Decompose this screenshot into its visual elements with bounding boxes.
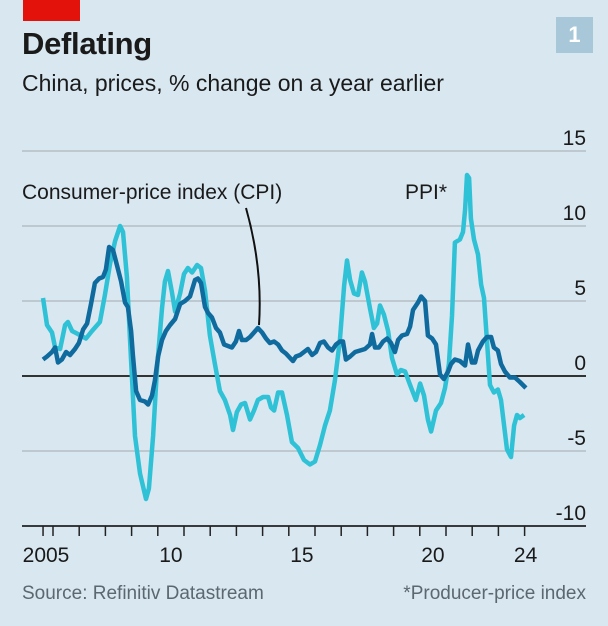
chart-number-badge: 1 xyxy=(556,17,593,53)
x-tick-label: 10 xyxy=(159,544,182,567)
brand-red-tag xyxy=(23,0,80,21)
series-lines xyxy=(40,172,528,502)
x-tick-label: 24 xyxy=(514,544,538,567)
y-tick-label: -10 xyxy=(556,502,586,525)
cpi-series-label: Consumer-price index (CPI) xyxy=(22,181,282,204)
cpi-annotation-leader-line xyxy=(245,207,261,326)
chart-subtitle: China, prices, % change on a year earlie… xyxy=(22,70,444,96)
y-axis-labels: 15 10 5 0 -5 -10 xyxy=(556,127,586,525)
y-tick-label: 15 xyxy=(563,127,586,150)
source-note: Source: Refinitiv Datastream xyxy=(22,583,264,604)
y-tick-label: 10 xyxy=(563,202,586,225)
series-line-cpi xyxy=(41,244,528,407)
x-axis: 2005 10 15 20 24 xyxy=(22,525,586,567)
footnote: *Producer-price index xyxy=(403,583,586,604)
series-line-ppi xyxy=(40,172,526,502)
gridlines xyxy=(22,150,586,452)
x-tick-label: 2005 xyxy=(23,544,70,567)
y-tick-label: -5 xyxy=(567,427,586,450)
y-tick-label: 0 xyxy=(574,352,586,375)
chart-title: Deflating xyxy=(22,26,152,61)
y-tick-label: 5 xyxy=(574,277,586,300)
x-tick-label: 15 xyxy=(290,544,313,567)
x-tick-label: 20 xyxy=(421,544,444,567)
ppi-series-label: PPI* xyxy=(405,181,447,204)
